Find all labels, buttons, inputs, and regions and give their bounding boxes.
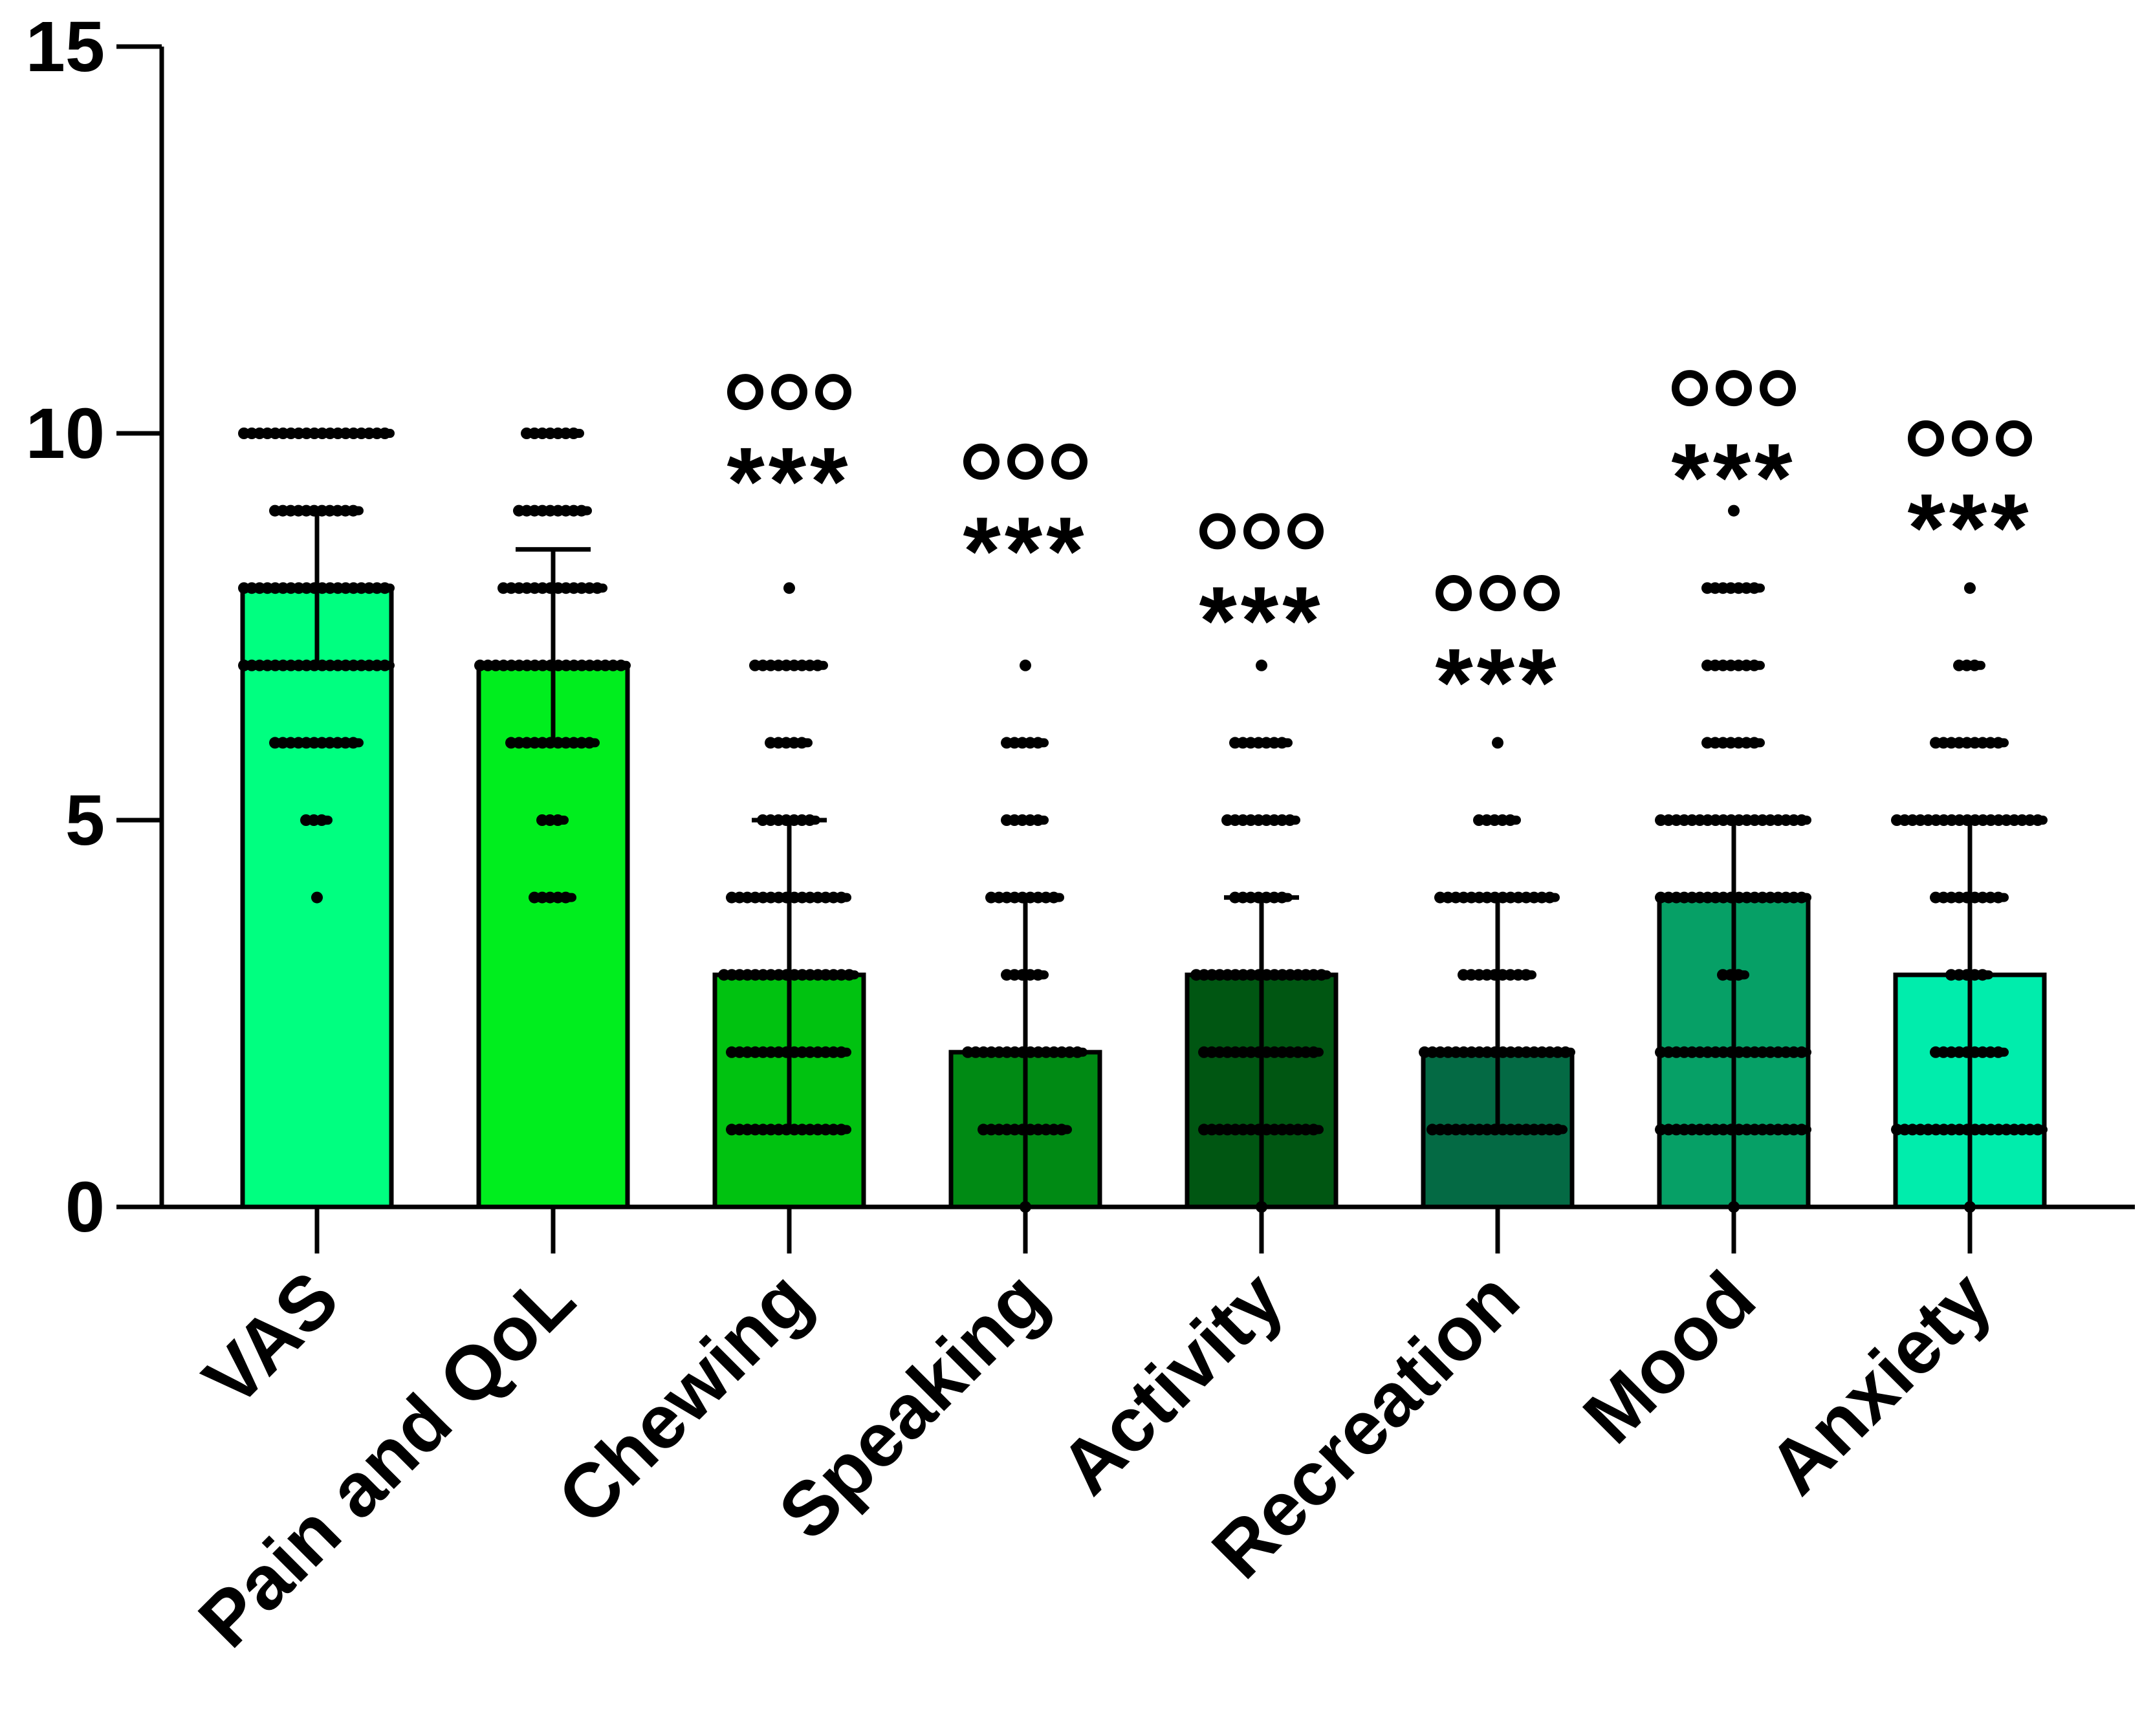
- y-tick-label-15: 15: [26, 7, 105, 87]
- significance-circle-anxiety: [1908, 420, 1944, 457]
- significance-circle-speaking: [1051, 443, 1087, 480]
- x-tick-label-vas: VAS: [188, 1255, 355, 1423]
- data-point-speaking: [1020, 659, 1031, 671]
- significance-stars-speaking: ***: [963, 497, 1087, 605]
- data-point-chewing: [783, 582, 795, 594]
- x-tick-label-mood: Mood: [1568, 1255, 1772, 1460]
- significance-stars-recreation: ***: [1435, 628, 1560, 737]
- significance-circle-activity: [1199, 513, 1236, 550]
- significance-circle-activity: [1243, 513, 1280, 550]
- significance-circle-anxiety: [1952, 420, 1988, 457]
- data-point-vas: [311, 891, 323, 904]
- significance-circle-recreation: [1480, 575, 1516, 612]
- significance-stars-chewing: ***: [727, 427, 851, 536]
- significance-circle-chewing: [771, 374, 807, 411]
- significance-circle-anxiety: [1996, 420, 2032, 457]
- significance-stars-anxiety: ***: [1907, 473, 2032, 582]
- significance-stars-activity: ***: [1199, 566, 1324, 675]
- significance-circle-mood: [1672, 370, 1708, 407]
- significance-circle-mood: [1760, 370, 1796, 407]
- significance-circle-chewing: [815, 374, 851, 411]
- data-point-mood: [1728, 505, 1740, 517]
- significance-circle-mood: [1716, 370, 1752, 407]
- y-tick-label-5: 5: [65, 781, 105, 860]
- y-tick-label-0: 0: [65, 1167, 105, 1247]
- x-tick-label-anxiety: Anxiety: [1753, 1255, 2008, 1511]
- significance-stars-mood: ***: [1671, 423, 1796, 532]
- significance-circle-chewing: [727, 374, 763, 411]
- significance-circle-activity: [1287, 513, 1324, 550]
- significance-circle-speaking: [1007, 443, 1044, 480]
- data-point-anxiety: [1964, 582, 1976, 594]
- data-point-activity: [1256, 659, 1267, 671]
- significance-circle-speaking: [963, 443, 1000, 480]
- y-tick-label-10: 10: [26, 394, 105, 473]
- data-point-recreation: [1492, 737, 1503, 749]
- significance-circle-recreation: [1524, 575, 1560, 612]
- significance-circle-recreation: [1436, 575, 1472, 612]
